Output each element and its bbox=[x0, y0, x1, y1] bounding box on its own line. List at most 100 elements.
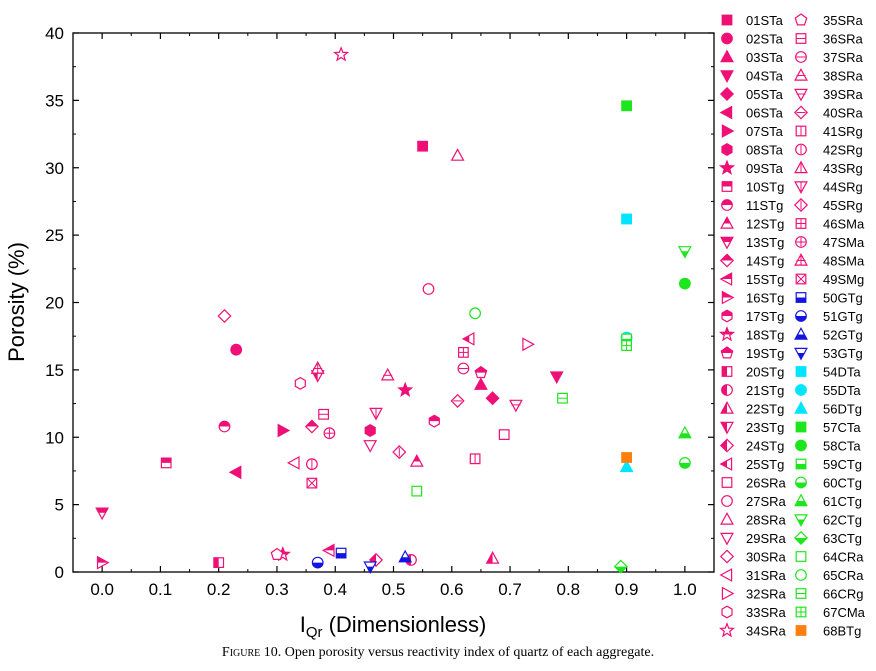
data-point-11STg bbox=[218, 420, 231, 433]
legend-marker-19STg bbox=[720, 346, 734, 359]
x-tick-label: 0.1 bbox=[149, 580, 173, 599]
data-point-28SRa bbox=[450, 148, 465, 161]
legend-marker-62CTg bbox=[794, 514, 808, 527]
legend-marker-29SRa bbox=[720, 532, 734, 546]
legend-label-21STg: 21STg bbox=[746, 383, 784, 398]
legend-marker-14STg bbox=[719, 253, 735, 268]
legend-label-67CMa: 67CMa bbox=[823, 605, 866, 620]
legend-marker-01STa bbox=[721, 14, 733, 26]
legend-label-11STg: 11STg bbox=[746, 198, 783, 213]
data-point-01STa bbox=[417, 140, 429, 152]
legend-label-34SRa: 34SRa bbox=[746, 624, 787, 639]
legend-label-28SRa: 28SRa bbox=[746, 513, 787, 528]
y-tick-label: 40 bbox=[45, 24, 64, 43]
legend-marker-15STg bbox=[719, 272, 733, 286]
legend-marker-34SRa bbox=[718, 622, 736, 638]
legend-label-60CTg: 60CTg bbox=[823, 476, 862, 491]
legend-marker-41SRg bbox=[795, 125, 807, 137]
y-tick-label: 15 bbox=[45, 361, 64, 380]
legend-marker-53GTg bbox=[794, 347, 808, 361]
legend-marker-59CTg bbox=[795, 458, 807, 470]
legend-label-42SRg: 42SRg bbox=[823, 143, 863, 158]
data-points bbox=[95, 46, 692, 575]
legend-label-50GTg: 50GTg bbox=[823, 291, 863, 306]
legend-label-33SRa: 33SRa bbox=[746, 605, 787, 620]
data-point-50GTg bbox=[335, 547, 347, 559]
legend-label-22STg: 22STg bbox=[746, 402, 784, 417]
legend-label-04STa: 04STa bbox=[746, 69, 784, 84]
legend-marker-05STa bbox=[719, 86, 735, 102]
legend-label-08STa: 08STa bbox=[746, 143, 784, 158]
legend-label-53GTg: 53GTg bbox=[823, 346, 863, 361]
legend-label-65CRa: 65CRa bbox=[823, 568, 864, 583]
legend-marker-24STg bbox=[719, 438, 735, 453]
x-axis-title-rest: (Dimensionless) bbox=[322, 612, 486, 637]
legend-marker-22STg bbox=[720, 401, 734, 414]
data-point-14STg bbox=[304, 419, 319, 434]
legend-label-49SMg: 49SMg bbox=[823, 272, 864, 287]
x-tick-label: 0.8 bbox=[556, 580, 580, 599]
legend-label-58CTa: 58CTa bbox=[823, 439, 861, 454]
x-axis-title-main: I bbox=[300, 612, 306, 637]
legend-marker-25STg bbox=[719, 457, 733, 471]
legend-label-64CRa: 64CRa bbox=[823, 550, 864, 565]
data-point-41SRg bbox=[469, 453, 481, 465]
legend-marker-50GTg bbox=[795, 292, 807, 303]
legend-marker-49SMg bbox=[795, 273, 807, 285]
legend-marker-04STa bbox=[720, 70, 734, 83]
data-point-17STg bbox=[428, 414, 440, 428]
x-tick-label: 0.0 bbox=[90, 580, 114, 599]
legend-marker-45SRg bbox=[793, 197, 809, 213]
legend-label-31SRa: 31SRa bbox=[746, 568, 787, 583]
data-point-30SRa bbox=[217, 308, 232, 324]
x-tick-label: 0.4 bbox=[323, 580, 347, 599]
legend-label-02STa: 02STa bbox=[746, 32, 784, 47]
y-tick-label: 30 bbox=[45, 159, 64, 178]
legend-marker-17STg bbox=[721, 309, 733, 323]
legend-label-05STa: 05STa bbox=[746, 87, 784, 102]
legend-label-27SRa: 27SRa bbox=[746, 494, 787, 509]
y-tick-label: 0 bbox=[55, 563, 64, 582]
data-point-62CTg bbox=[677, 246, 692, 259]
data-point-45SRg bbox=[392, 445, 407, 460]
legend-marker-51GTg bbox=[795, 310, 807, 322]
legend-label-20STg: 20STg bbox=[746, 365, 784, 380]
legend-label-16STg: 16STg bbox=[746, 291, 784, 306]
legend-label-35SRa: 35SRa bbox=[823, 13, 864, 28]
legend-label-54DTa: 54DTa bbox=[823, 365, 861, 380]
data-point-57CTa bbox=[621, 100, 632, 112]
data-point-15STg bbox=[321, 543, 335, 558]
data-point-02STa bbox=[230, 343, 243, 356]
legend-label-46SMa: 46SMa bbox=[823, 217, 865, 232]
legend-label-24STg: 24STg bbox=[746, 439, 784, 454]
legend-marker-61CTg bbox=[794, 493, 808, 507]
data-point-35SRa bbox=[270, 547, 284, 561]
legend-marker-16STg bbox=[721, 290, 735, 305]
legend-label-18STg: 18STg bbox=[746, 328, 784, 343]
legend-label-09STa: 09STa bbox=[746, 161, 784, 176]
data-point-32SRa bbox=[522, 337, 535, 352]
y-tick-label: 35 bbox=[45, 91, 64, 110]
data-point-16STg bbox=[96, 555, 110, 570]
data-point-08STa bbox=[364, 424, 376, 437]
x-tick-label: 0.7 bbox=[498, 580, 522, 599]
legend-label-15STg: 15STg bbox=[746, 272, 784, 287]
legend-marker-58CTa bbox=[795, 439, 807, 452]
legend-label-56DTg: 56DTg bbox=[823, 402, 862, 417]
legend-label-19STg: 19STg bbox=[746, 346, 784, 361]
legend-marker-57CTa bbox=[795, 421, 807, 433]
axes: 0.0 0.1 0.2 0.3 0.4 0.5 0.6 0.7 0.8 0.9 1.0 0 5 10 15 2… bbox=[45, 24, 714, 599]
legend-marker-10STg bbox=[721, 181, 733, 192]
legend-label-12STg: 12STg bbox=[746, 217, 784, 232]
data-point-65CRa bbox=[469, 307, 482, 320]
legend-label-43SRg: 43SRg bbox=[823, 161, 863, 176]
legend-marker-44SRg bbox=[794, 181, 808, 194]
data-point-38SRa bbox=[380, 367, 395, 381]
legend-label-30SRa: 30SRa bbox=[746, 550, 787, 565]
legend-label-07STa: 07STa bbox=[746, 124, 784, 139]
data-point-40SRa bbox=[450, 393, 465, 408]
legend-marker-08STa bbox=[721, 143, 733, 156]
legend-marker-02STa bbox=[721, 32, 733, 45]
data-point-29SRa bbox=[363, 440, 378, 453]
legend-label-10STg: 10STg bbox=[746, 180, 784, 195]
